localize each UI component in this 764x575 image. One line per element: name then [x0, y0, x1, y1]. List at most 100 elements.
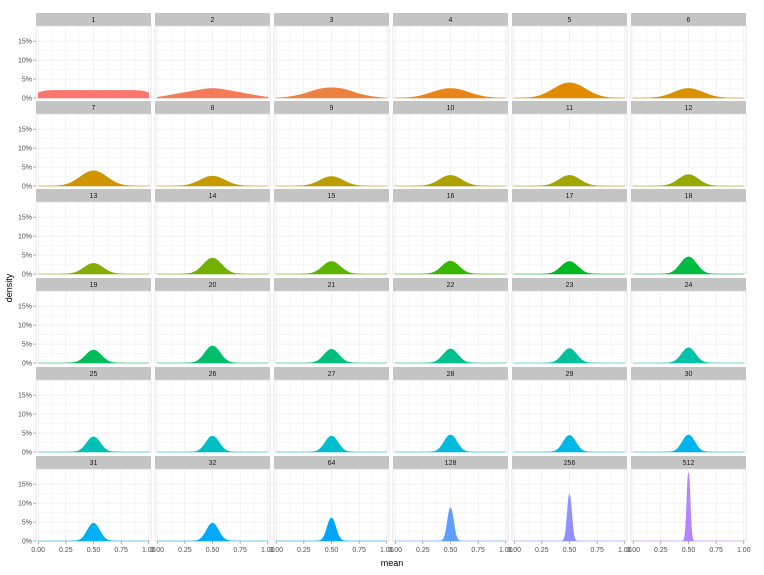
- density-area-24: [633, 347, 744, 364]
- facet-strip-label: 23: [566, 282, 574, 289]
- x-tick-label: 0.25: [654, 547, 668, 554]
- facet-panel-9: 9: [273, 101, 390, 187]
- facet-strip: [36, 367, 151, 380]
- facet-panel-8: 8: [154, 101, 271, 187]
- facet-strip: [631, 278, 746, 291]
- facet-strip: [512, 456, 627, 469]
- density-area-12: [633, 174, 744, 187]
- x-tick-label: 0.25: [416, 547, 430, 554]
- facet-strip-label: 1: [92, 17, 96, 24]
- density-area-10: [395, 175, 506, 187]
- y-tick-label: 15%: [18, 482, 32, 489]
- x-tick-label: 0.50: [444, 547, 458, 554]
- facet-strip: [512, 13, 627, 26]
- facet-panel-22: 22: [392, 278, 509, 364]
- facet-panel-12: 12: [630, 101, 747, 187]
- x-tick-label: 0.50: [563, 547, 577, 554]
- facet-panel-21: 21: [273, 278, 390, 364]
- x-tick-label: 0.00: [507, 547, 521, 554]
- facet-strip-label: 32: [209, 460, 217, 467]
- density-area-25: [38, 436, 149, 453]
- facet-strip-label: 128: [445, 460, 457, 467]
- facet-panel-28: 28: [392, 367, 509, 453]
- facet-strip: [36, 13, 151, 26]
- y-axis-title: density: [4, 273, 14, 302]
- facet-panel-17: 17: [511, 189, 628, 275]
- facet-strip-label: 10: [447, 105, 455, 112]
- facet-strip: [274, 456, 389, 469]
- facet-strip-label: 14: [209, 193, 217, 200]
- density-area-3: [275, 87, 388, 99]
- x-tick-label: 0.00: [388, 547, 402, 554]
- facet-strip: [36, 456, 151, 469]
- facet-strip-label: 7: [92, 105, 96, 112]
- facet-panel-18: 18: [630, 189, 747, 275]
- facet-strip: [155, 189, 270, 202]
- facet-strip: [155, 456, 270, 469]
- density-area-29: [514, 435, 625, 453]
- x-tick-label: 0.75: [709, 547, 723, 554]
- density-area-64: [276, 517, 387, 542]
- y-tick-label: 10%: [18, 234, 32, 241]
- facet-panel-29: 29: [511, 367, 628, 453]
- density-area-512: [633, 472, 744, 542]
- density-area-16: [395, 260, 506, 275]
- y-tick-label: 0%: [22, 272, 32, 279]
- facet-strip: [631, 367, 746, 380]
- facet-strip: [274, 13, 389, 26]
- facet-strip-label: 30: [685, 371, 693, 378]
- y-tick-label: 15%: [18, 127, 32, 134]
- density-area-20: [157, 345, 268, 364]
- density-area-128: [395, 507, 506, 542]
- facet-panel-3: 3: [273, 13, 390, 99]
- x-tick-label: 1.00: [380, 547, 394, 554]
- facet-strip-label: 8: [211, 105, 215, 112]
- facet-strip-label: 15: [328, 193, 336, 200]
- facet-strip: [631, 456, 746, 469]
- facet-strip: [631, 189, 746, 202]
- facet-panel-25: 25 0% 5% 10% 15%: [18, 367, 152, 457]
- facet-strip: [155, 278, 270, 291]
- facet-strip-label: 20: [209, 282, 217, 289]
- facet-strip-label: 256: [564, 460, 576, 467]
- facet-strip: [36, 189, 151, 202]
- facet-strip-label: 16: [447, 193, 455, 200]
- facet-strip-label: 17: [566, 193, 574, 200]
- density-area-22: [395, 348, 506, 364]
- facet-strip-label: 18: [685, 193, 693, 200]
- density-area-9: [276, 176, 387, 187]
- x-tick-label: 0.75: [352, 547, 366, 554]
- facet-strip-label: 5: [568, 17, 572, 24]
- x-tick-label: 0.25: [297, 547, 311, 554]
- facet-panel-15: 15: [273, 189, 390, 275]
- facet-strip-label: 2: [211, 17, 215, 24]
- facet-panel-512: 512 0.00 0.25 0.50 0.75 1.00: [626, 456, 751, 554]
- facet-panel-2: 2: [154, 13, 271, 99]
- density-area-30: [633, 434, 744, 453]
- density-area-27: [276, 435, 387, 453]
- y-tick-label: 0%: [22, 184, 32, 191]
- facet-strip: [36, 101, 151, 114]
- density-area-18: [633, 256, 744, 275]
- x-tick-label: 1.00: [499, 547, 513, 554]
- density-area-23: [514, 348, 625, 364]
- facet-strip: [393, 13, 508, 26]
- x-tick-label: 0.50: [87, 547, 101, 554]
- y-tick-label: 10%: [18, 146, 32, 153]
- facet-strip: [512, 367, 627, 380]
- facet-strip-label: 19: [90, 282, 98, 289]
- y-tick-label: 15%: [18, 393, 32, 400]
- facet-panel-30: 30: [630, 367, 747, 453]
- y-tick-label: 5%: [22, 253, 32, 260]
- facet-strip-label: 9: [330, 105, 334, 112]
- facet-strip-label: 4: [449, 17, 453, 24]
- x-tick-label: 0.50: [325, 547, 339, 554]
- facet-strip: [631, 13, 746, 26]
- x-tick-label: 0.25: [59, 547, 73, 554]
- facet-panel-11: 11: [511, 101, 628, 187]
- facet-strip: [155, 101, 270, 114]
- y-tick-label: 0%: [22, 96, 32, 103]
- y-tick-label: 15%: [18, 304, 32, 311]
- y-tick-label: 10%: [18, 58, 32, 65]
- facet-strip-label: 21: [328, 282, 336, 289]
